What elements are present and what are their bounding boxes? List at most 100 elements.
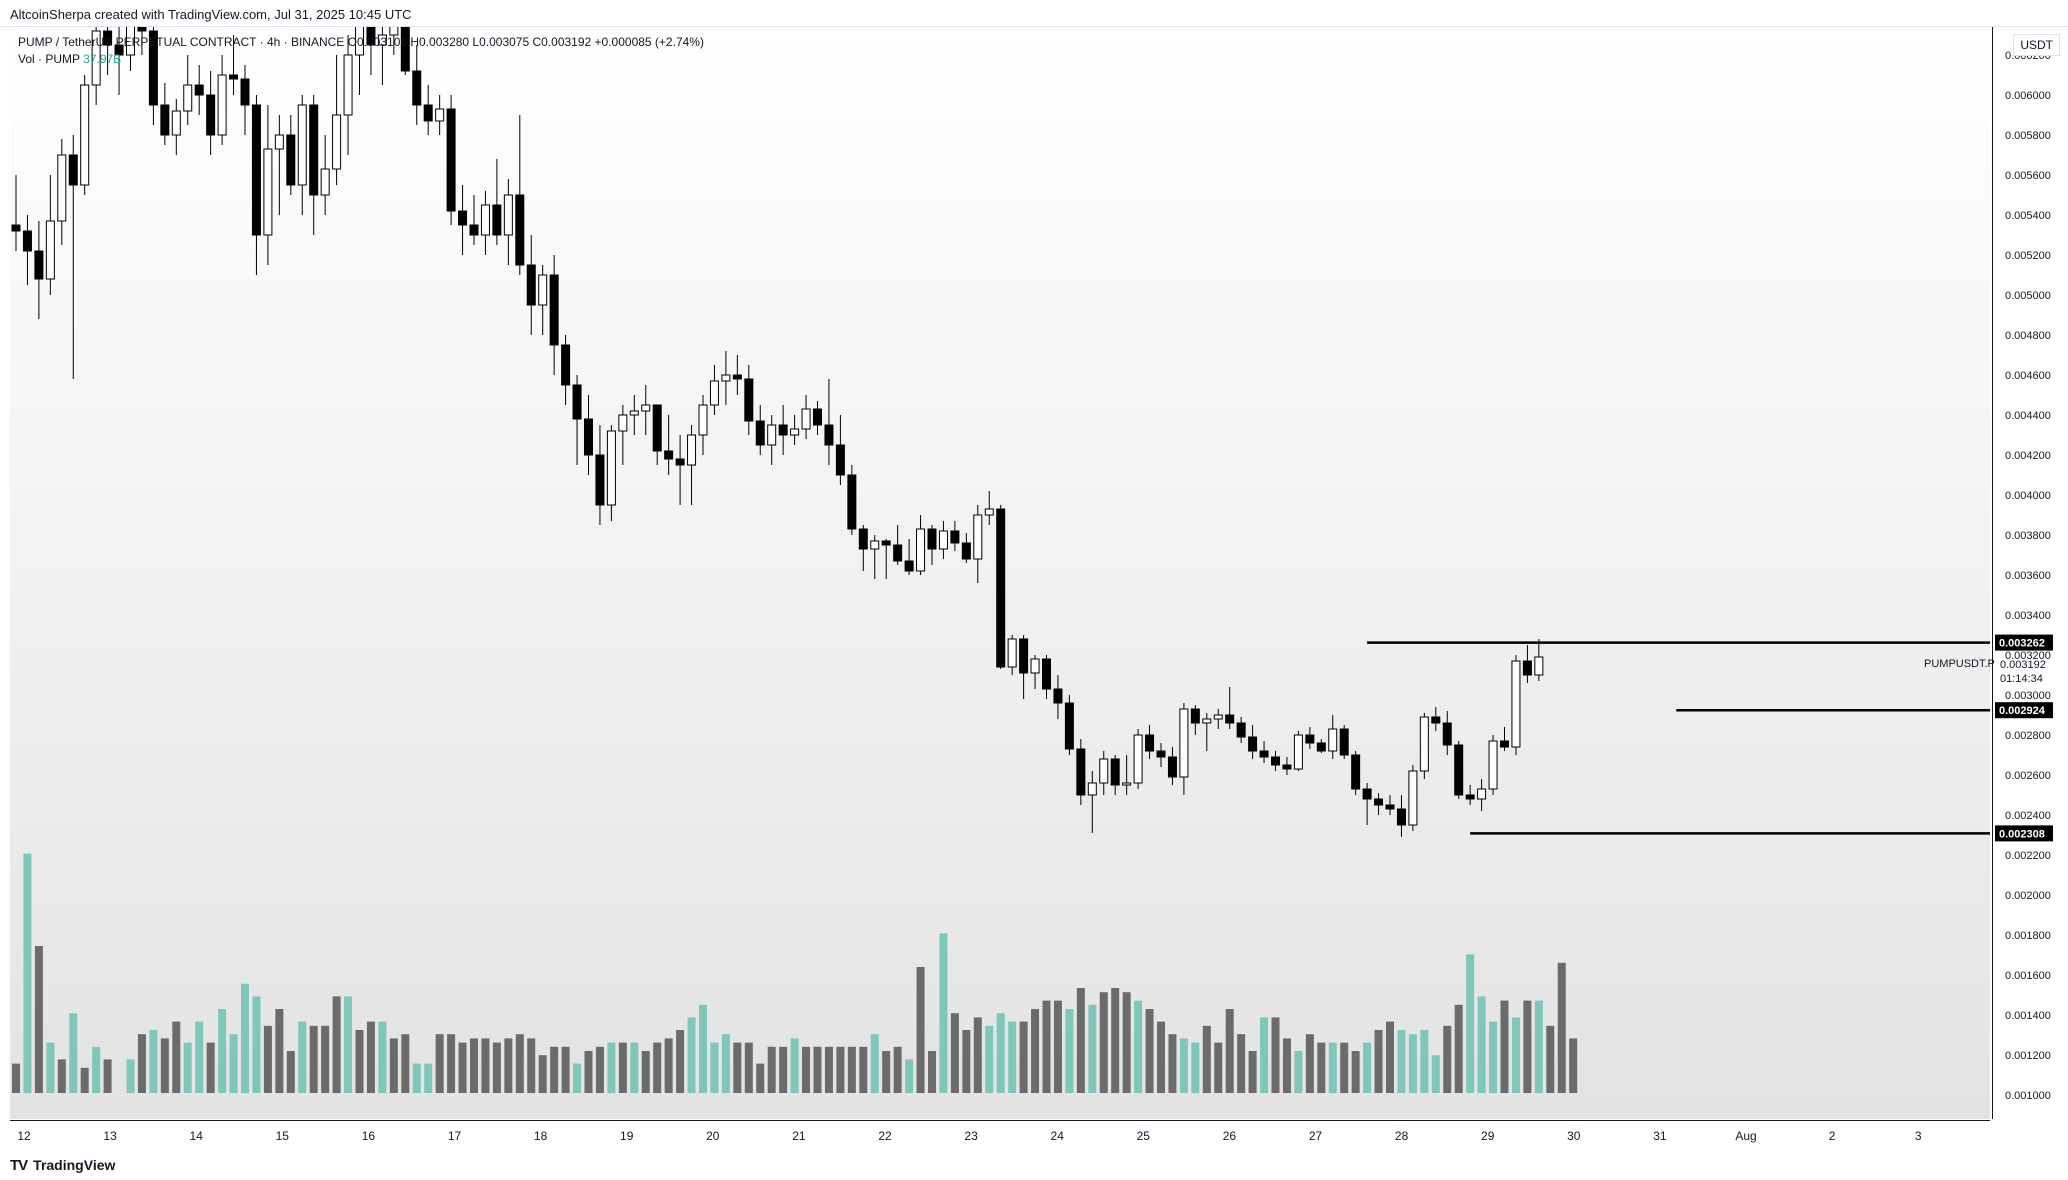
price-tick-label: 0.006000 xyxy=(2005,90,2051,102)
top-bar: AltcoinSherpa created with TradingView.c… xyxy=(0,0,2068,27)
price-axis[interactable]: 0.006200 0.006000 0.005800 0.005600 0.005400… xyxy=(1992,27,2068,1119)
volume-bar xyxy=(607,1042,616,1093)
volume-bar xyxy=(206,1042,215,1093)
time-axis-labels[interactable]: 12 13 14 15 16 17 18 19 20 21 22 23 24 25 26 27 28 29 30 31… xyxy=(10,1121,1990,1151)
candle-body xyxy=(1408,770,1418,826)
volume-bar xyxy=(1042,1000,1051,1093)
volume-bar xyxy=(1053,1000,1062,1093)
time-tick-label: 24 xyxy=(1051,1129,1065,1143)
candle-body xyxy=(1339,728,1349,756)
time-tick-label: Aug xyxy=(1735,1129,1756,1143)
volume-bar xyxy=(481,1038,490,1093)
volume-bar xyxy=(767,1046,776,1093)
price-tick-label: 0.004800 xyxy=(2005,330,2051,342)
level-price-badge xyxy=(1995,825,2053,842)
candle-body xyxy=(561,344,571,386)
volume-bar xyxy=(46,1042,55,1093)
legend-symbol-row: PUMP / TetherUS PERPETUAL CONTRACT · 4h … xyxy=(18,34,704,51)
volume-bar xyxy=(355,1030,364,1093)
volume-bar xyxy=(721,1034,730,1093)
tradingview-logo[interactable]: TV TradingView xyxy=(10,1157,115,1174)
candle-body xyxy=(675,458,685,466)
candle-body xyxy=(584,418,593,456)
candle-body xyxy=(698,404,708,436)
time-tick-label: 25 xyxy=(1137,1129,1151,1143)
bar-countdown: 01:14:34 xyxy=(2000,673,2043,685)
candle-body xyxy=(652,404,662,452)
candle-body xyxy=(297,104,307,186)
candle-body xyxy=(641,404,651,412)
volume-bar xyxy=(401,1034,410,1093)
time-tick-label: 22 xyxy=(878,1129,892,1143)
candle-body xyxy=(721,374,731,382)
price-axis-labels[interactable]: 0.0062000.0060000.0058000.0056000.005400… xyxy=(1993,27,2068,1119)
price-tick-label: 0.003200 xyxy=(2005,650,2051,662)
level-price-label: 0.002924 xyxy=(1999,705,2046,717)
price-tick-label: 0.002400 xyxy=(2005,810,2051,822)
candle-body xyxy=(1133,734,1143,784)
volume-bar xyxy=(492,1042,501,1093)
candle-body xyxy=(1271,756,1280,766)
volume-bar xyxy=(882,1051,891,1093)
chart-area[interactable] xyxy=(10,27,1990,1119)
volume-bar xyxy=(1088,1004,1097,1093)
volume-bar xyxy=(1328,1042,1337,1093)
volume-bar xyxy=(1134,1000,1143,1093)
candle-body xyxy=(790,428,800,436)
time-tick-label: 16 xyxy=(362,1129,376,1143)
candle-body xyxy=(813,408,822,426)
candle-body xyxy=(320,168,330,196)
candle-body xyxy=(412,70,422,106)
candlestick-chart[interactable] xyxy=(10,27,1990,1119)
candle-body xyxy=(526,264,536,306)
volume-bar xyxy=(1477,996,1486,1093)
volume-bar xyxy=(1065,1009,1074,1093)
currency-selector[interactable]: USDT xyxy=(2013,34,2060,56)
volume-bar xyxy=(344,996,353,1093)
candle-body xyxy=(996,508,1006,668)
time-tick-label: 23 xyxy=(964,1129,978,1143)
volume-bar xyxy=(1511,1017,1520,1093)
time-tick-label: 26 xyxy=(1223,1129,1237,1143)
candle-body xyxy=(973,514,983,560)
candle-body xyxy=(572,384,582,420)
volume-bar xyxy=(1317,1042,1326,1093)
price-tick-label: 0.001600 xyxy=(2005,970,2051,982)
volume-bar xyxy=(1179,1038,1188,1093)
volume-bar xyxy=(458,1042,467,1093)
legend-symbol[interactable]: PUMP / TetherUS PERPETUAL CONTRACT · 4h … xyxy=(18,35,345,49)
volume-bar xyxy=(309,1025,318,1093)
volume-bar xyxy=(412,1063,421,1093)
volume-bar xyxy=(561,1046,570,1093)
candle-body xyxy=(183,84,193,112)
candle-body xyxy=(309,104,319,196)
candle-body xyxy=(126,27,135,56)
time-tick-label: 13 xyxy=(103,1129,117,1143)
legend-volume-label[interactable]: Vol · PUMP xyxy=(18,52,80,66)
volume-bar xyxy=(447,1034,456,1093)
time-tick-label: 20 xyxy=(706,1129,720,1143)
candle-body xyxy=(1087,782,1097,796)
candle-body xyxy=(114,44,124,56)
candle-body xyxy=(469,224,479,236)
volume-bar xyxy=(1202,1025,1211,1093)
candle-body xyxy=(709,380,719,406)
volume-bar xyxy=(241,983,249,1093)
volume-bar xyxy=(69,1013,78,1093)
candle-body xyxy=(148,30,158,106)
candle-body xyxy=(355,27,364,56)
price-tick-label: 0.005400 xyxy=(2005,210,2051,222)
volume-bar xyxy=(859,1046,868,1093)
time-axis[interactable]: 12 13 14 15 16 17 18 19 20 21 22 23 24 25 26 27 28 29 30 31… xyxy=(10,1120,1990,1151)
time-tick-label: 3 xyxy=(1915,1129,1922,1143)
candle-body xyxy=(1156,750,1166,758)
volume-bar xyxy=(985,1025,994,1093)
candle-body xyxy=(286,134,296,186)
price-tick-label: 0.001200 xyxy=(2005,1050,2051,1062)
candle-body xyxy=(1110,758,1120,786)
candle-body xyxy=(938,530,948,550)
candle-body xyxy=(80,84,90,186)
volume-bar xyxy=(527,1038,536,1093)
volume-bar xyxy=(905,1059,914,1093)
chart-credit: AltcoinSherpa created with TradingView.c… xyxy=(10,7,412,22)
